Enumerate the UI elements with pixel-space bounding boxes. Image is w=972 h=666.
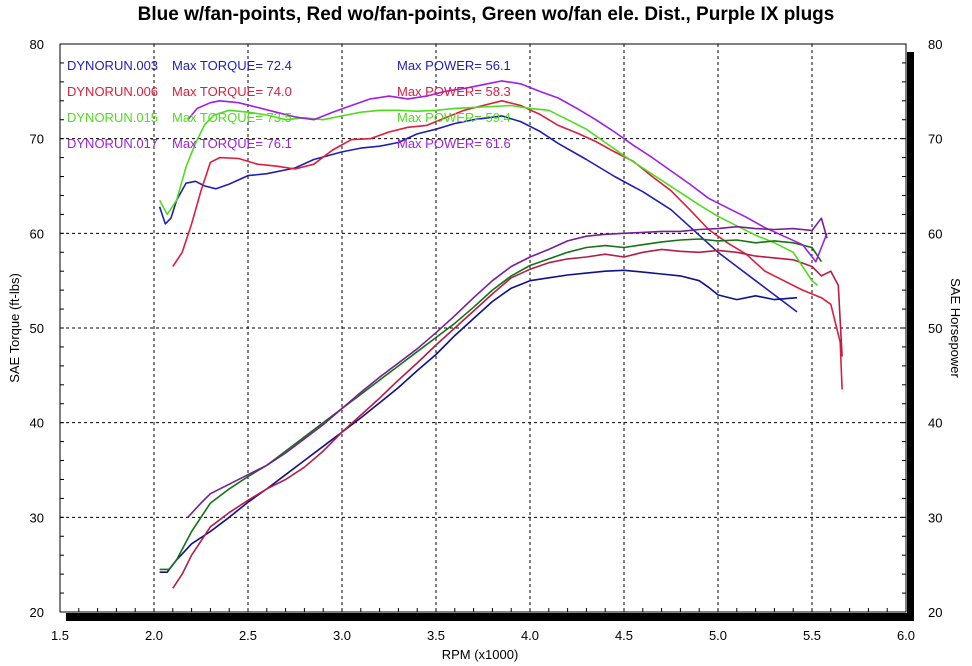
power-line-3 bbox=[159, 238, 823, 571]
y-tick-label: 80 bbox=[30, 37, 44, 52]
power-line-1 bbox=[159, 269, 798, 574]
x-tick-label: 4.5 bbox=[615, 628, 633, 643]
grid bbox=[60, 44, 906, 612]
x-tick-label: 2.0 bbox=[145, 628, 163, 643]
legend-max-power: Max POWER= 59.4 bbox=[397, 110, 511, 125]
frame-shadow-bottom bbox=[66, 613, 914, 621]
x-tick-label: 3.5 bbox=[427, 628, 445, 643]
curves bbox=[158, 80, 843, 589]
x-tick-label: 6.0 bbox=[897, 628, 915, 643]
legend-max-power: Max POWER= 58.3 bbox=[397, 84, 511, 99]
y2-tick-label: 20 bbox=[928, 605, 942, 620]
y-axis-label: SAE Torque (ft-lbs) bbox=[7, 273, 22, 383]
legend-max-torque: Max TORQUE= 72.4 bbox=[172, 58, 292, 73]
torque-line-3 bbox=[158, 104, 819, 287]
x-tick-label: 2.5 bbox=[239, 628, 257, 643]
legend-series-name: DYNORUN.003 bbox=[67, 58, 158, 73]
power-line-2 bbox=[172, 248, 843, 589]
y-tick-label: 40 bbox=[30, 416, 44, 431]
legend: DYNORUN.003 Max TORQUE= 72.4 Max POWER= 56… bbox=[67, 58, 511, 151]
frame-shadow-right bbox=[907, 52, 914, 621]
legend-max-torque: Max TORQUE= 73.5 bbox=[172, 110, 292, 125]
x-tick-label: 3.0 bbox=[333, 628, 351, 643]
x-tick-label: 1.5 bbox=[51, 628, 69, 643]
x-axis-label: RPM (x1000) bbox=[442, 647, 519, 662]
torque-line-4 bbox=[187, 80, 828, 263]
legend-series-name: DYNORUN.006 bbox=[67, 84, 158, 99]
legend-max-torque: Max TORQUE= 76.1 bbox=[172, 136, 292, 151]
y-tick-label: 60 bbox=[30, 226, 44, 241]
y2-tick-label: 70 bbox=[928, 132, 942, 147]
legend-max-power: Max POWER= 61.6 bbox=[397, 136, 511, 151]
y2-tick-label: 40 bbox=[928, 416, 942, 431]
power-line-4 bbox=[187, 217, 828, 518]
legend-max-torque: Max TORQUE= 74.0 bbox=[172, 84, 292, 99]
torque-line-2 bbox=[172, 100, 843, 390]
y2-tick-label: 50 bbox=[928, 321, 942, 336]
y-tick-label: 30 bbox=[30, 510, 44, 525]
x-tick-label: 5.5 bbox=[803, 628, 821, 643]
ticks: 1.5 2.0 2.5 3.0 3.5 4.0 4.5 5.0 5.5 6.0 20 20 30 30 40… bbox=[30, 37, 943, 643]
torque-line-1 bbox=[158, 115, 798, 313]
y-tick-label: 50 bbox=[30, 321, 44, 336]
x-tick-label: 4.0 bbox=[521, 628, 539, 643]
y2-tick-label: 30 bbox=[928, 510, 942, 525]
legend-series-name: DYNORUN.017 bbox=[67, 136, 158, 151]
y-tick-label: 70 bbox=[30, 132, 44, 147]
y-tick-label: 20 bbox=[30, 605, 44, 620]
legend-series-name: DYNORUN.015 bbox=[67, 110, 158, 125]
y2-tick-label: 60 bbox=[928, 226, 942, 241]
legend-max-power: Max POWER= 56.1 bbox=[397, 58, 511, 73]
y2-axis-label: SAE Horsepower bbox=[948, 278, 963, 378]
chart-title: Blue w/fan-points, Red wo/fan-points, Gr… bbox=[138, 4, 835, 25]
y2-tick-label: 80 bbox=[928, 37, 942, 52]
x-tick-label: 5.0 bbox=[709, 628, 727, 643]
